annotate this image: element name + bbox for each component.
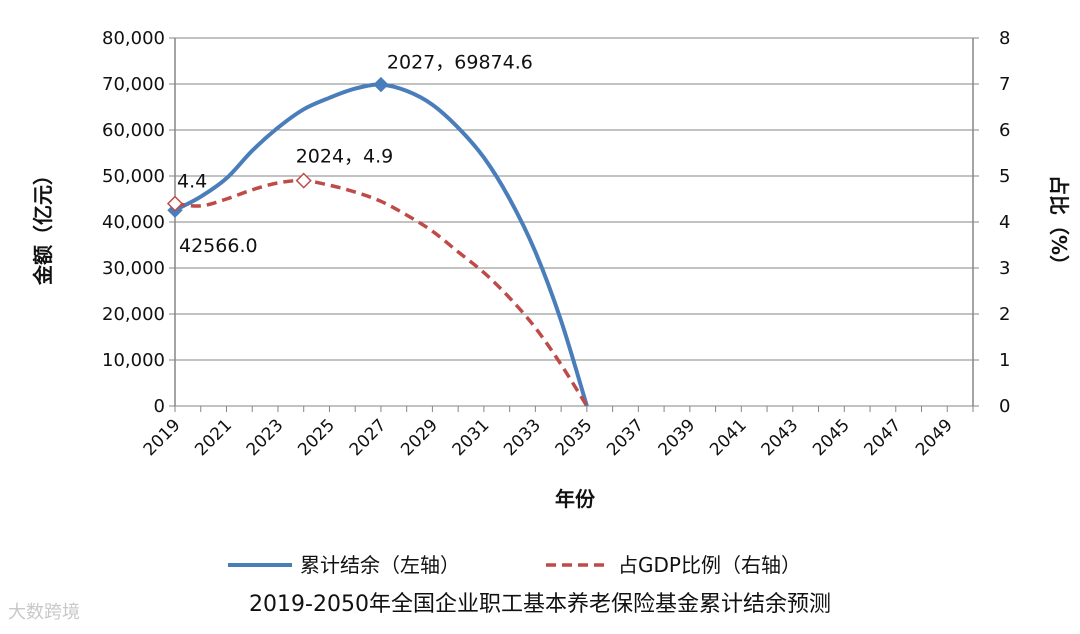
x-tick-label: 2037 bbox=[603, 415, 648, 460]
legend-label-0: 累计结余（左轴） bbox=[300, 553, 460, 577]
x-tick-label: 2025 bbox=[294, 415, 339, 460]
y-left-tick-label: 50,000 bbox=[102, 166, 165, 187]
y-left-tick-label: 60,000 bbox=[102, 120, 165, 141]
legend: 累计结余（左轴） 占GDP比例（右轴） bbox=[228, 553, 801, 577]
y-right-tick-label: 5 bbox=[999, 166, 1010, 187]
data-point-marker bbox=[166, 195, 184, 212]
y-left-tick-label: 70,000 bbox=[102, 74, 165, 95]
y-axis-left-label: 金额（亿元） bbox=[31, 165, 55, 286]
series-line-1 bbox=[174, 178, 589, 407]
y-right-tick-label: 1 bbox=[999, 350, 1010, 371]
x-tick-label: 2023 bbox=[243, 415, 288, 460]
x-tick-label: 2047 bbox=[861, 415, 906, 460]
x-tick-label: 2049 bbox=[912, 415, 957, 460]
y-right-tick-label: 2 bbox=[999, 304, 1010, 325]
y-left-tick-label: 30,000 bbox=[102, 258, 165, 279]
y-left-tick-label: 10,000 bbox=[102, 350, 165, 371]
y-left-tick-label: 0 bbox=[154, 396, 165, 417]
y-right-tick-label: 8 bbox=[999, 28, 1010, 49]
y-right-tick-label: 6 bbox=[999, 120, 1010, 141]
y-right-tick-label: 7 bbox=[999, 74, 1010, 95]
y-left-tick-label: 40,000 bbox=[102, 212, 165, 233]
x-tick-label: 2041 bbox=[706, 415, 751, 460]
x-tick-label: 2027 bbox=[346, 415, 391, 460]
y-axis-right-label: 占比（%） bbox=[1047, 175, 1071, 275]
legend-label-1: 占GDP比例（右轴） bbox=[618, 553, 801, 577]
data-label: 2027，69874.6 bbox=[387, 52, 533, 74]
x-tick-label: 2035 bbox=[552, 415, 597, 460]
x-tick-label: 2039 bbox=[655, 415, 700, 460]
watermark-logo: 大数跨境 bbox=[8, 602, 80, 623]
x-tick-label: 2045 bbox=[809, 415, 854, 460]
x-tick-label: 2033 bbox=[500, 415, 545, 460]
data-label: 4.4 bbox=[177, 171, 207, 193]
data-point-marker bbox=[373, 76, 389, 93]
y-left-tick-label: 20,000 bbox=[102, 304, 165, 325]
y-right-tick-label: 3 bbox=[999, 258, 1010, 279]
data-label: 2024，4.9 bbox=[296, 146, 394, 168]
y-left-tick-label: 80,000 bbox=[102, 28, 165, 49]
chart-svg: 0 10,000 20,000 30,000 40,000 50,000 60,000 70,… bbox=[31, 28, 1071, 577]
chart-caption: 2019-2050年全国企业职工基本养老保险基金累计结余预测 bbox=[249, 592, 831, 617]
x-axis-label: 年份 bbox=[555, 487, 596, 511]
x-tick-label: 2021 bbox=[191, 415, 236, 460]
y-right-tick-label: 0 bbox=[999, 396, 1010, 417]
x-tick-label: 2031 bbox=[449, 415, 494, 460]
data-label: 42566.0 bbox=[179, 235, 258, 257]
data-point-marker bbox=[295, 172, 312, 189]
x-tick-label: 2029 bbox=[397, 415, 442, 460]
annotation-layer: 2027，69874.6 42566.0 2024，4.9 4.4 bbox=[166, 52, 533, 257]
x-tick-label: 2043 bbox=[758, 415, 803, 460]
y-right-tick-label: 4 bbox=[999, 212, 1010, 233]
x-tick-label: 2019 bbox=[140, 415, 185, 460]
